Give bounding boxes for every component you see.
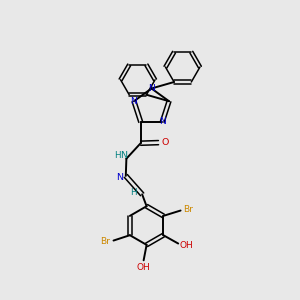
Text: Br: Br bbox=[183, 205, 193, 214]
Text: N: N bbox=[148, 84, 155, 93]
Text: N: N bbox=[160, 117, 166, 126]
Text: OH: OH bbox=[137, 263, 151, 272]
Text: H: H bbox=[114, 151, 121, 160]
Text: OH: OH bbox=[180, 241, 194, 250]
Text: N: N bbox=[121, 151, 128, 160]
Text: H: H bbox=[130, 188, 136, 197]
Text: O: O bbox=[161, 138, 169, 147]
Text: N: N bbox=[116, 173, 123, 182]
Text: Br: Br bbox=[100, 237, 110, 246]
Text: N: N bbox=[130, 97, 137, 106]
